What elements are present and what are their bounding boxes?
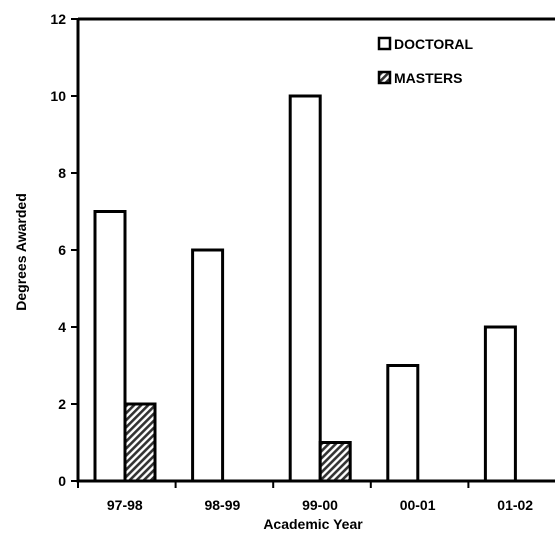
x-tick-label-00-01: 00-01: [400, 497, 436, 513]
bar-doctoral-98-99: [191, 248, 225, 483]
y-tick-label-12: 12: [50, 11, 66, 27]
y-tick-label-8: 8: [58, 165, 66, 181]
bar-doctoral-99-00: [288, 94, 322, 483]
y-tick-label-2: 2: [58, 396, 66, 412]
legend-swatch-masters: [377, 70, 392, 85]
x-tick-label-99-00: 99-00: [302, 497, 338, 513]
y-tick-label-10: 10: [50, 88, 66, 104]
plot-area: 0 2 4 6 8 10 12 97-98 98-99 99-00 00-01 01-02 DOCTOR…: [50, 11, 555, 513]
y-tick-label-6: 6: [58, 242, 66, 258]
x-tick-label-97-98: 97-98: [107, 497, 143, 513]
y-tick-label-4: 4: [58, 319, 66, 335]
bar-doctoral-97-98: [93, 210, 127, 483]
bar-doctoral-00-01: [386, 364, 420, 483]
x-tick-label-01-02: 01-02: [497, 497, 533, 513]
bar-doctoral-01-02: [483, 325, 517, 483]
y-tick-label-0: 0: [58, 473, 66, 489]
x-axis-title: Academic Year: [263, 516, 363, 532]
legend-label-doctoral: DOCTORAL: [394, 36, 474, 52]
x-tick-label-98-99: 98-99: [204, 497, 240, 513]
y-axis-title: Degrees Awarded: [13, 193, 29, 311]
bar-masters-97-98: [123, 402, 157, 483]
legend-swatch-doctoral: [377, 36, 392, 51]
bar-masters-99-00: [318, 441, 352, 483]
legend-label-masters: MASTERS: [394, 70, 462, 86]
